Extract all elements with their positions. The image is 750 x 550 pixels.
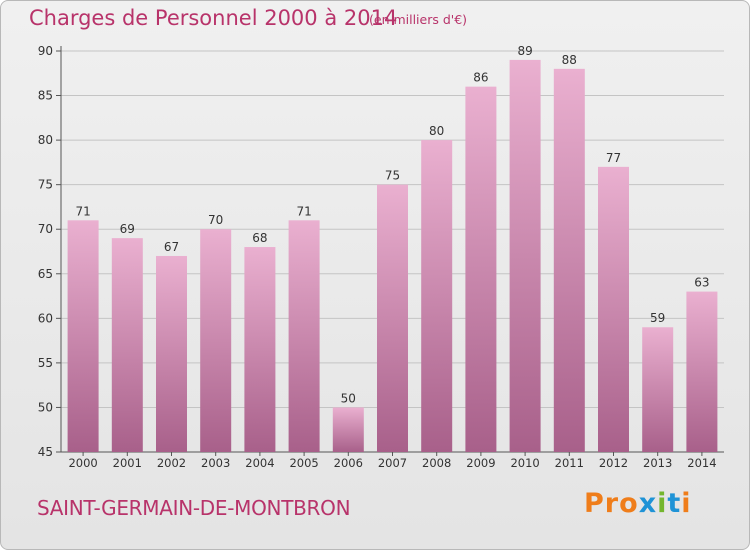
x-tick-label-2010: 2010 [510, 456, 539, 470]
y-tick-label: 60 [38, 311, 53, 325]
bar-2006 [332, 407, 364, 452]
axes: 45 50 55 60 65 70 75 80 85 90 2000 2001 2002 2003 2004… [38, 44, 724, 470]
x-tick-label-2012: 2012 [599, 456, 628, 470]
data-label-2004: 68 [252, 231, 267, 245]
data-label-2014: 63 [694, 276, 709, 290]
bar-2008 [421, 140, 453, 452]
bar-2007 [377, 184, 408, 452]
data-label-2000: 71 [75, 204, 90, 218]
y-tick-label: 80 [38, 133, 53, 147]
bar-2014 [686, 291, 718, 452]
logo-letter: P [584, 488, 605, 519]
x-tick-label-2001: 2001 [113, 456, 142, 470]
y-tick-label: 75 [38, 178, 53, 192]
y-tick-label: 45 [38, 445, 53, 459]
x-tick-label-2002: 2002 [157, 456, 186, 470]
y-tick-label: 50 [38, 400, 53, 414]
logo-letter: r [604, 488, 620, 519]
bar-2011 [553, 68, 585, 453]
bars [67, 59, 718, 453]
x-tick-label-2000: 2000 [68, 456, 97, 470]
logo-letter: i [681, 488, 692, 519]
logo-letter: t [667, 488, 682, 519]
data-label-2012: 77 [606, 151, 621, 165]
commune-name: SAINT-GERMAIN-DE-MONTBRON [37, 496, 351, 520]
data-label-2009: 86 [473, 71, 488, 85]
y-tick-label: 65 [38, 267, 53, 281]
x-tick-label-2006: 2006 [334, 456, 363, 470]
data-label-2003: 70 [208, 213, 223, 227]
data-label-2006: 50 [341, 391, 356, 405]
bar-2000 [67, 220, 99, 452]
bar-2013 [642, 327, 674, 452]
bar-2009 [465, 86, 497, 453]
logo-letter: o [619, 488, 639, 519]
y-tick-label: 90 [38, 44, 53, 58]
x-tick-label-2005: 2005 [289, 456, 318, 470]
y-tick-label: 55 [38, 356, 53, 370]
bar-2002 [156, 255, 187, 452]
data-labels: 71 69 67 70 68 71 50 75 80 86 89 88 77 59 63 [75, 44, 709, 406]
bar-2010 [509, 59, 541, 453]
proxiti-logo: Proxiti [584, 488, 692, 519]
x-tick-label-2008: 2008 [422, 456, 451, 470]
logo-letter: x [638, 488, 658, 519]
bar-2012 [598, 166, 629, 452]
data-label-2005: 71 [296, 204, 311, 218]
x-tick-label-2009: 2009 [466, 456, 495, 470]
x-tick-label-2011: 2011 [555, 456, 584, 470]
logo-letter: i [657, 488, 668, 519]
data-label-2007: 75 [385, 169, 400, 183]
data-label-2013: 59 [650, 311, 665, 325]
data-label-2011: 88 [562, 53, 577, 67]
x-tick-label-2007: 2007 [378, 456, 407, 470]
chart-unit: (en milliers d'€) [369, 12, 468, 27]
chart-title: Charges de Personnel 2000 à 2014 [29, 6, 398, 30]
data-label-2001: 69 [120, 222, 135, 236]
x-tick-label-2004: 2004 [245, 456, 274, 470]
x-tick-label-2003: 2003 [201, 456, 230, 470]
bar-2005 [288, 220, 320, 452]
y-tick-label: 85 [38, 89, 53, 103]
data-label-2008: 80 [429, 124, 444, 138]
x-tick-label-2013: 2013 [643, 456, 672, 470]
x-tick-label-2014: 2014 [687, 456, 716, 470]
data-label-2002: 67 [164, 240, 179, 254]
bar-2003 [200, 229, 232, 452]
bar-2004 [244, 247, 276, 452]
bar-2001 [111, 238, 143, 452]
data-label-2010: 89 [517, 44, 532, 58]
y-tick-label: 70 [38, 222, 53, 236]
